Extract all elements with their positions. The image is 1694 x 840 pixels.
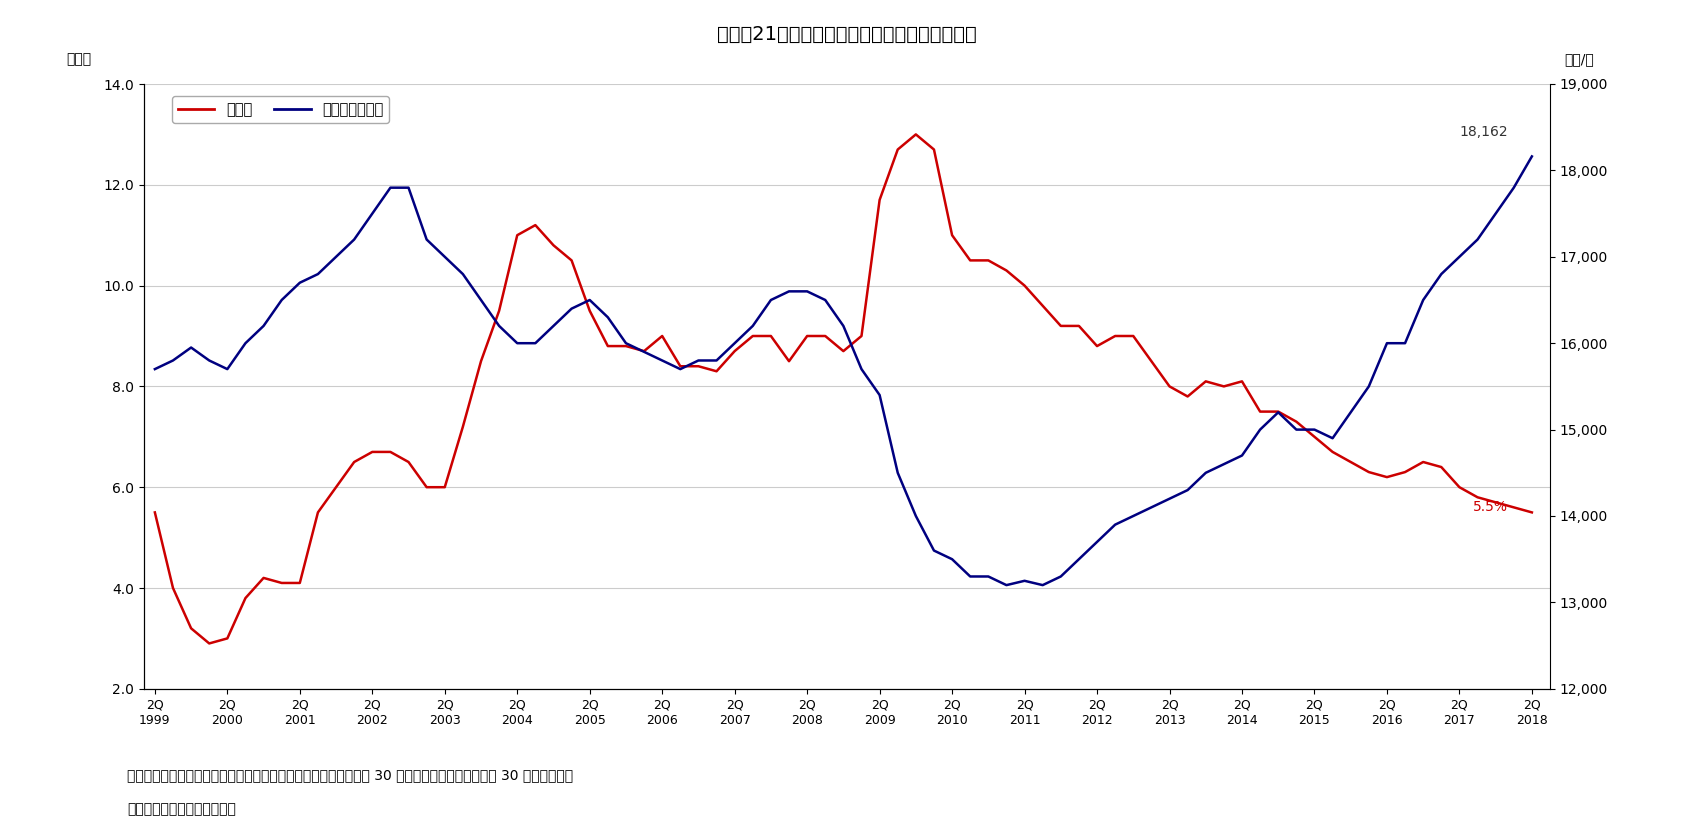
Text: （出所）ケン不動産投資顧問: （出所）ケン不動産投資顧問 xyxy=(127,802,235,816)
Text: 5.5%: 5.5% xyxy=(1472,501,1508,514)
Text: 18,162: 18,162 xyxy=(1459,125,1508,139)
Legend: 空室率, 賃料（右目盛）: 空室率, 賃料（右目盛） xyxy=(173,96,390,123)
Text: 図表－21　高級賃貸マンションの賃貸と空室率: 図表－21 高級賃貸マンションの賃貸と空室率 xyxy=(717,25,977,45)
Text: （円/月: （円/月 xyxy=(1564,52,1594,66)
Text: 空室率: 空室率 xyxy=(66,52,91,66)
Text: （注）期間中にケンコーポレーションで契約されたうち、賃料が 30 万円／月または専有面積が 30 坪以上のもの: （注）期間中にケンコーポレーションで契約されたうち、賃料が 30 万円／月または… xyxy=(127,769,573,783)
